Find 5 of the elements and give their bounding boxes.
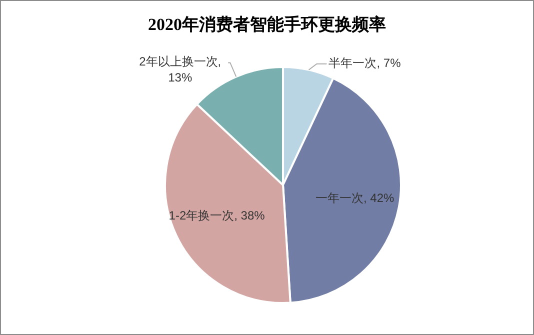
slice-label: 半年一次, 7% [328,56,402,70]
slice-label: 2年以上换一次, 13% [139,54,222,85]
slice-label: 1-2年换一次, 38% [168,208,266,222]
chart-title: 2020年消费者智能手环更换频率 [148,15,386,34]
slice-label: 一年一次, 42% [316,190,395,205]
